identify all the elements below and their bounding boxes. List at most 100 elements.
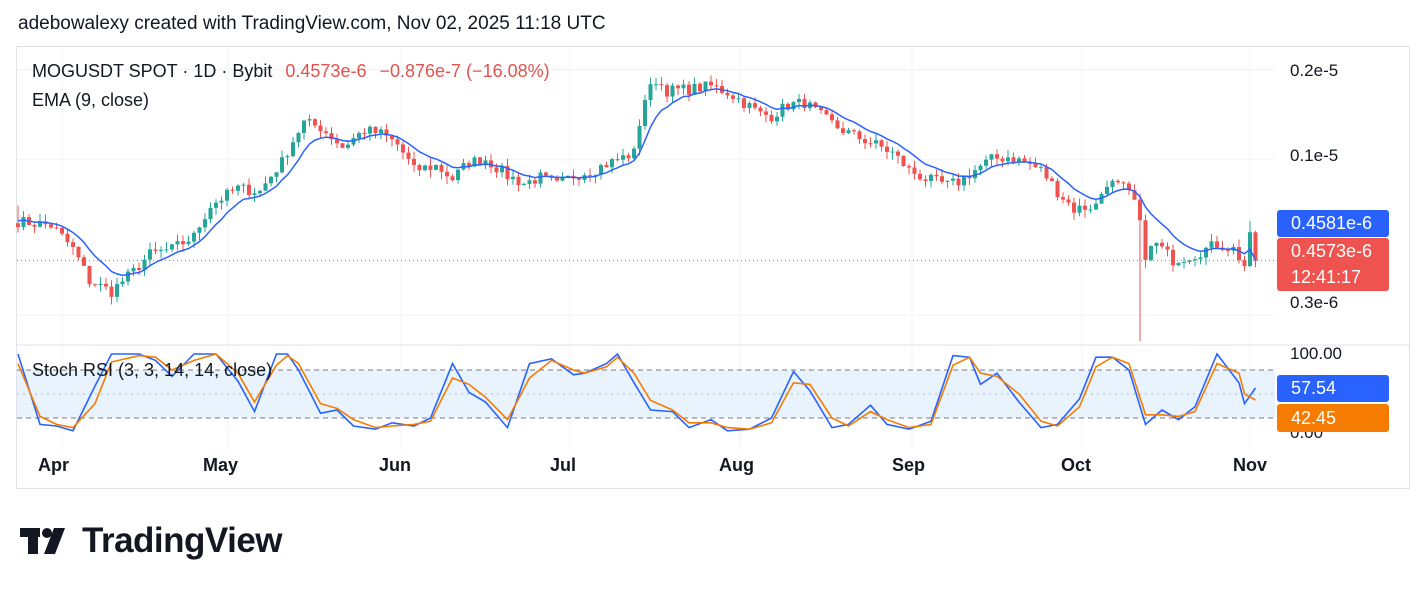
symbol-label: MOGUSDT SPOT · 1D · Bybit: [32, 61, 273, 81]
candle-body: [1127, 183, 1131, 191]
price-axis-label: 0.2e-5: [1290, 61, 1339, 80]
candle-body: [780, 103, 785, 117]
candle-body: [357, 133, 361, 139]
candle-body: [379, 129, 383, 134]
candle-body: [230, 189, 235, 191]
x-axis-label: Nov: [1233, 455, 1268, 475]
stoch-d-line: [17, 353, 1256, 431]
main-legend: MOGUSDT SPOT · 1D · Bybit 0.4573e-6 −0.8…: [32, 61, 550, 82]
candle-body: [505, 165, 510, 180]
stoch-axis-label: 100.00: [1290, 344, 1342, 363]
candle-body: [758, 107, 763, 112]
candle-body: [456, 169, 460, 181]
candle-body: [830, 114, 834, 121]
candle-body: [71, 242, 75, 247]
candle-body: [511, 176, 515, 180]
candle-body: [362, 133, 367, 135]
stoch-d-tag: 42.45: [1277, 404, 1389, 432]
x-axis-label: Oct: [1061, 455, 1092, 475]
ema-line: [17, 88, 1257, 277]
candle-body: [1121, 182, 1126, 184]
candle-body: [329, 133, 334, 140]
candle-body: [219, 200, 224, 203]
candle-body: [1160, 242, 1164, 247]
candle-body: [137, 268, 141, 271]
tradingview-logo[interactable]: TradingView: [20, 519, 283, 563]
candle-body: [775, 116, 779, 122]
candle-body: [170, 244, 174, 250]
candle-body: [632, 148, 636, 159]
candle-body: [32, 225, 37, 227]
candle-body: [819, 107, 823, 111]
candle-body: [500, 165, 504, 173]
candle-body: [87, 265, 92, 285]
candle-body: [1253, 232, 1258, 261]
candle-body: [1094, 203, 1098, 210]
candle-body: [615, 159, 620, 161]
candle-body: [241, 184, 246, 186]
candle-body: [1209, 241, 1214, 248]
chart-attribution: adebowalexy created with TradingView.com…: [18, 13, 606, 34]
candle-body: [747, 103, 752, 108]
candle-body: [395, 139, 400, 145]
candle-body: [159, 249, 163, 251]
candle-body: [417, 165, 422, 171]
candle-body: [38, 221, 42, 227]
candle-body: [1215, 241, 1219, 248]
candle-body: [423, 165, 427, 171]
candle-body: [604, 165, 609, 168]
candle-body: [1066, 199, 1071, 203]
candle-body: [802, 98, 807, 109]
candle-body: [742, 98, 746, 108]
candle-body: [1000, 158, 1005, 162]
candle-body: [874, 140, 878, 144]
candle-body: [1138, 199, 1142, 221]
candle-body: [725, 92, 730, 96]
candle-body: [841, 128, 845, 134]
chart-frame[interactable]: [16, 46, 1410, 489]
candle-body: [318, 125, 323, 132]
candle-body: [890, 151, 895, 153]
candle-body: [1083, 205, 1087, 210]
candle-body: [654, 84, 658, 86]
candle-body: [857, 131, 862, 140]
candle-body: [538, 172, 543, 184]
stoch-legend: Stoch RSI (3, 3, 14, 14, close): [32, 360, 273, 380]
candle-body: [951, 178, 955, 181]
candle-body: [896, 151, 900, 156]
candle-body: [835, 120, 840, 129]
candle-body: [698, 83, 702, 92]
candle-body: [450, 176, 455, 181]
candle-body: [1050, 178, 1054, 182]
x-axis-label: May: [203, 455, 239, 475]
candle-body: [522, 183, 526, 186]
candle-body: [324, 131, 328, 134]
candle-body: [1176, 262, 1181, 266]
candle-body: [148, 249, 152, 260]
candle-body: [214, 202, 218, 208]
candle-body: [786, 103, 790, 110]
candle-body: [978, 165, 983, 171]
candle-body: [181, 241, 185, 245]
candle-body: [494, 167, 499, 173]
candle-body: [676, 85, 680, 89]
candle-body: [82, 257, 86, 266]
candle-body: [1226, 249, 1230, 251]
candle-body: [483, 160, 488, 166]
price-axis-label: 0.1e-5: [1290, 146, 1339, 165]
candle-body: [313, 119, 317, 126]
candle-body: [296, 133, 301, 143]
tradingview-logo-icon: [20, 528, 65, 554]
candle-body: [736, 98, 741, 100]
candle-body: [1022, 158, 1027, 162]
candle-body: [340, 143, 345, 148]
candle-body: [1237, 246, 1241, 261]
candlestick-series: [16, 75, 1258, 342]
candle-body: [1182, 262, 1186, 264]
candle-body: [956, 178, 961, 186]
x-axis-label: Aug: [719, 455, 754, 475]
candle-body: [406, 152, 411, 159]
candle-body: [445, 171, 449, 177]
candle-body: [593, 174, 598, 176]
